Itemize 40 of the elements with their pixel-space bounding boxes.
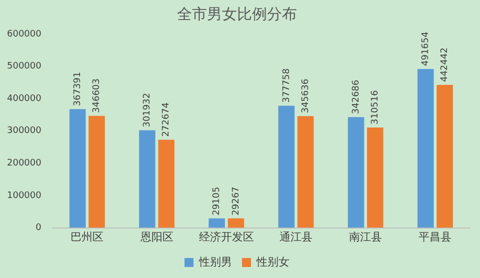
data-label: 442442: [440, 48, 450, 82]
data-label: 29105: [212, 186, 222, 216]
y-tick-label: 400000: [6, 94, 42, 104]
y-tick-label: 500000: [6, 62, 42, 72]
y-tick-label: 600000: [6, 29, 42, 40]
data-label: 491654: [420, 31, 431, 66]
y-tick-label: 100000: [6, 190, 42, 201]
bar: [139, 130, 156, 228]
data-label: 346603: [92, 78, 102, 113]
data-label: 272674: [162, 102, 172, 137]
y-tick-label: 300000: [6, 126, 42, 136]
x-tick-label: 经济开发区: [198, 230, 254, 244]
bar: [278, 106, 295, 228]
bar: [208, 218, 225, 228]
x-tick-label: 平昌县: [418, 230, 452, 244]
legend-label: 性别男: [198, 255, 232, 268]
data-label: 301932: [142, 92, 153, 128]
data-label: 310516: [370, 90, 381, 125]
chart-title: 全市男女比例分布: [177, 4, 297, 23]
x-tick-label: 恩阳区: [139, 230, 174, 244]
x-tick-label: 南江县: [349, 230, 382, 244]
data-label: 345636: [300, 78, 311, 114]
bar: [417, 68, 434, 228]
y-tick-label: 0: [36, 223, 42, 234]
bar: [158, 140, 174, 228]
x-tick-label: 通江县: [279, 230, 312, 244]
bar: [348, 117, 364, 228]
bar: [297, 116, 314, 228]
bar: [88, 116, 105, 228]
x-tick-label: 巴州区: [70, 230, 104, 244]
data-label: 367391: [72, 72, 83, 106]
bar: [228, 218, 244, 228]
bar: [367, 128, 384, 228]
bar: [436, 84, 453, 228]
bar: [69, 109, 86, 228]
data-label: 377758: [282, 68, 292, 103]
data-label: 342686: [351, 79, 362, 114]
legend-label: 性别女: [256, 255, 290, 268]
data-label: 29267: [231, 186, 242, 216]
y-tick-label: 200000: [6, 158, 42, 169]
